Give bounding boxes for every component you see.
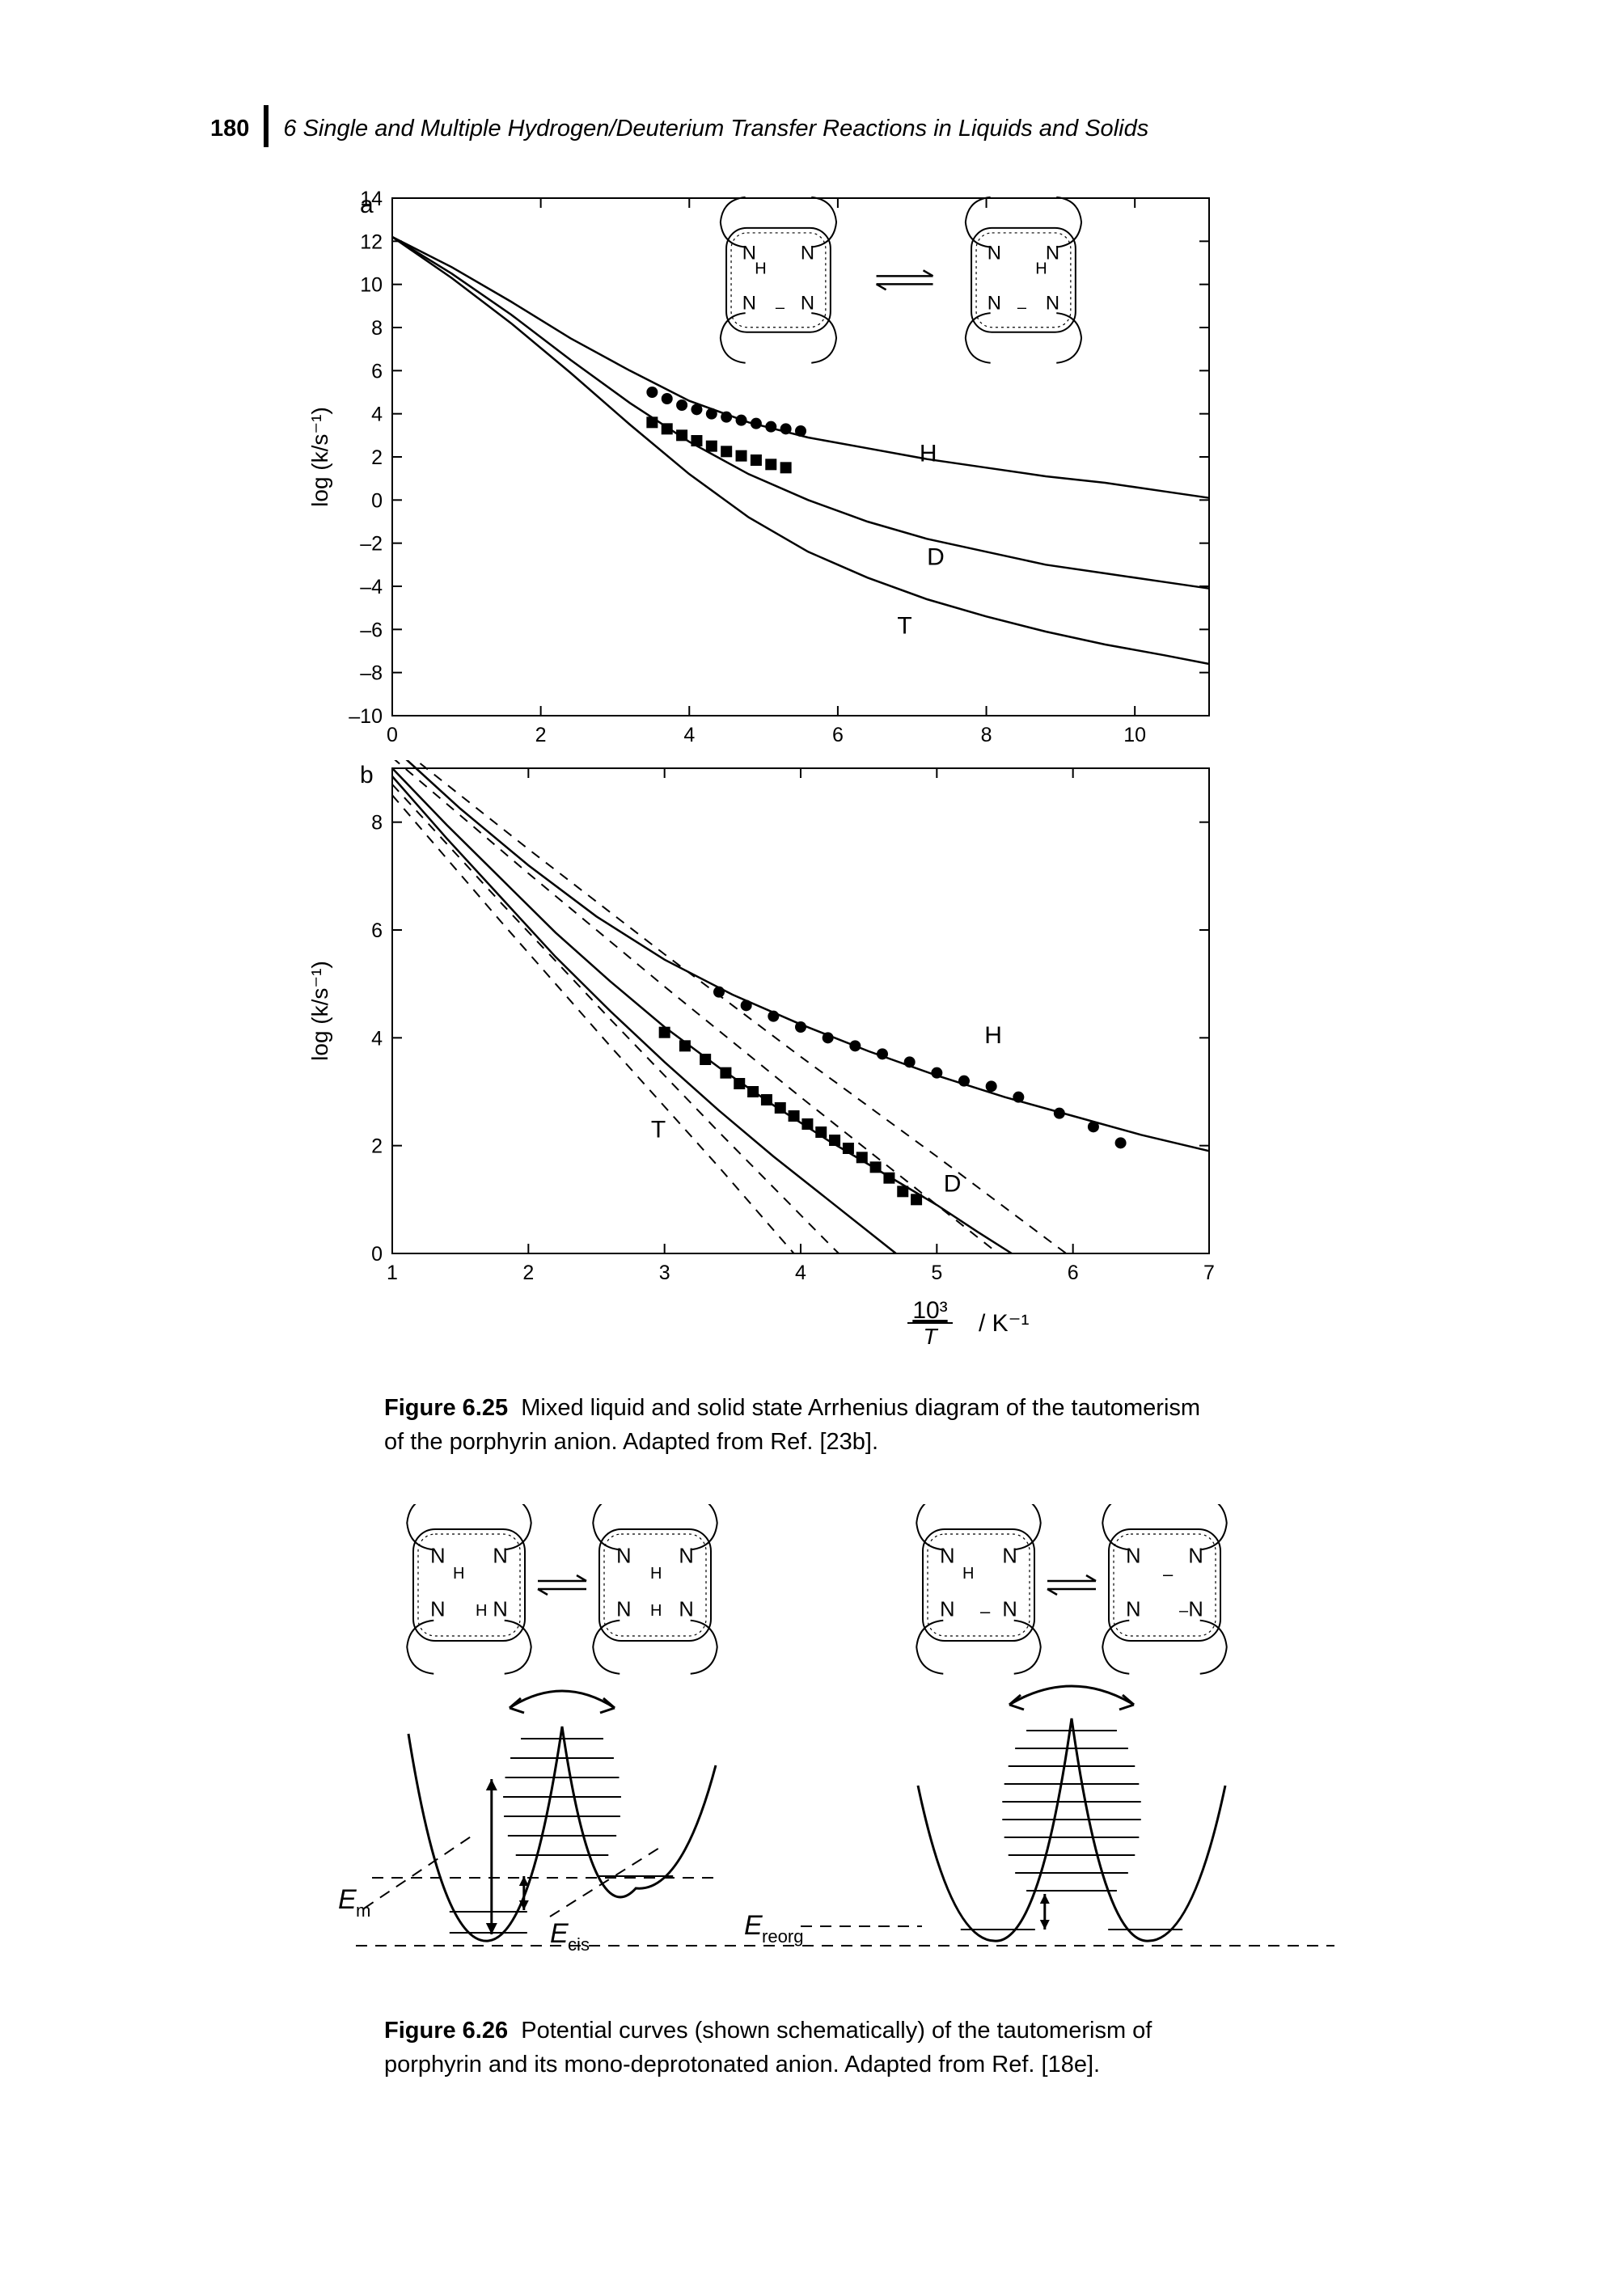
svg-text:1: 1 <box>387 1262 398 1284</box>
fig626-caption: Figure 6.26 Potential curves (shown sche… <box>384 2014 1217 2082</box>
svg-text:T: T <box>923 1324 938 1349</box>
svg-text:E: E <box>550 1918 569 1949</box>
svg-text:D: D <box>927 543 945 570</box>
svg-text:H: H <box>650 1565 662 1583</box>
svg-text:–8: –8 <box>360 662 383 685</box>
svg-text:N: N <box>1126 1599 1140 1621</box>
svg-text:N: N <box>1046 292 1059 314</box>
svg-text:0: 0 <box>371 489 383 512</box>
svg-text:H: H <box>1035 260 1047 277</box>
svg-text:10³: 10³ <box>912 1297 947 1324</box>
svg-text:N: N <box>430 1545 445 1567</box>
svg-text:4: 4 <box>371 1027 383 1050</box>
svg-text:4: 4 <box>795 1262 806 1284</box>
svg-text:H: H <box>453 1565 464 1583</box>
svg-text:6: 6 <box>1068 1262 1079 1284</box>
svg-text:0: 0 <box>371 1243 383 1266</box>
svg-text:T: T <box>897 613 911 640</box>
svg-text:H: H <box>962 1565 974 1583</box>
svg-text:0: 0 <box>387 724 398 746</box>
svg-text:N: N <box>1046 243 1059 264</box>
svg-text:N: N <box>430 1599 445 1621</box>
running-header: 180 6 Single and Multiple Hydrogen/Deuter… <box>210 105 1462 147</box>
svg-text:2: 2 <box>535 724 547 746</box>
svg-text:N: N <box>616 1545 631 1567</box>
svg-text:N: N <box>1002 1599 1017 1621</box>
svg-text:N: N <box>1002 1545 1017 1567</box>
svg-text:3: 3 <box>659 1262 670 1284</box>
svg-text:–10: –10 <box>349 705 383 728</box>
svg-text:2: 2 <box>522 1262 534 1284</box>
svg-text:D: D <box>944 1170 962 1197</box>
svg-text:6: 6 <box>371 919 383 942</box>
svg-text:H: H <box>755 260 766 277</box>
svg-text:H: H <box>920 440 937 467</box>
svg-text:a: a <box>360 192 374 218</box>
chapter-title: 6 Single and Multiple Hydrogen/Deuterium… <box>283 116 1148 142</box>
svg-text:4: 4 <box>371 404 383 426</box>
svg-text:N: N <box>801 292 814 314</box>
svg-text:E: E <box>338 1884 357 1915</box>
svg-text:N: N <box>742 292 756 314</box>
svg-text:8: 8 <box>981 724 992 746</box>
svg-text:2: 2 <box>371 446 383 469</box>
svg-text:12: 12 <box>360 230 383 253</box>
svg-text:–2: –2 <box>360 533 383 556</box>
svg-text:N: N <box>493 1599 507 1621</box>
svg-text:–: – <box>1179 1602 1189 1620</box>
fig625-panel-a: –10–8–6–4–2024681012140246810log (k/s⁻¹)… <box>303 182 1241 756</box>
fig626-diagram: NNNNNNNNNNNNNNNNHHHHH–––EmEcisEreorg <box>307 1504 1351 1989</box>
svg-text:N: N <box>988 292 1001 314</box>
svg-text:m: m <box>356 1900 370 1921</box>
svg-text:8: 8 <box>371 812 383 835</box>
svg-text:b: b <box>360 762 374 788</box>
svg-text:8: 8 <box>371 317 383 340</box>
page-number: 180 <box>210 116 249 142</box>
svg-text:H: H <box>650 1602 662 1620</box>
fig625-panel-b: 024681234567log (k/s⁻¹)bHDT10³T/ K⁻¹ <box>303 760 1241 1359</box>
svg-text:2: 2 <box>371 1135 383 1158</box>
svg-text:N: N <box>940 1599 954 1621</box>
svg-text:–: – <box>980 1601 991 1621</box>
svg-text:N: N <box>679 1545 693 1567</box>
svg-text:cis: cis <box>568 1934 590 1955</box>
svg-text:6: 6 <box>832 724 844 746</box>
svg-text:reorg: reorg <box>762 1926 804 1947</box>
svg-text:H: H <box>984 1022 1002 1049</box>
fig625-caption-label: Figure 6.25 <box>384 1395 508 1421</box>
svg-text:10: 10 <box>1123 724 1146 746</box>
svg-text:H: H <box>476 1602 487 1620</box>
svg-text:log (k/s⁻¹): log (k/s⁻¹) <box>307 407 332 507</box>
svg-text:–6: –6 <box>360 619 383 641</box>
svg-text:N: N <box>679 1599 693 1621</box>
svg-text:N: N <box>1188 1545 1203 1567</box>
svg-text:N: N <box>940 1545 954 1567</box>
svg-text:log (k/s⁻¹): log (k/s⁻¹) <box>307 961 332 1061</box>
svg-text:–: – <box>776 298 785 316</box>
svg-text:5: 5 <box>931 1262 942 1284</box>
svg-text:N: N <box>616 1599 631 1621</box>
svg-text:N: N <box>1188 1599 1203 1621</box>
svg-text:N: N <box>493 1545 507 1567</box>
fig625-caption: Figure 6.25 Mixed liquid and solid state… <box>384 1391 1217 1459</box>
svg-text:N: N <box>1126 1545 1140 1567</box>
svg-text:T: T <box>651 1117 666 1143</box>
svg-text:E: E <box>744 1910 763 1941</box>
svg-text:7: 7 <box>1203 1262 1215 1284</box>
svg-text:–4: –4 <box>360 576 383 598</box>
fig626-caption-label: Figure 6.26 <box>384 2018 508 2044</box>
svg-text:10: 10 <box>360 274 383 297</box>
header-separator <box>264 105 269 147</box>
svg-text:4: 4 <box>683 724 695 746</box>
svg-text:–: – <box>1163 1564 1174 1584</box>
svg-text:N: N <box>801 243 814 264</box>
svg-text:/ K⁻¹: / K⁻¹ <box>979 1310 1030 1337</box>
svg-text:N: N <box>988 243 1001 264</box>
svg-text:6: 6 <box>371 360 383 383</box>
svg-text:–: – <box>1017 298 1027 316</box>
